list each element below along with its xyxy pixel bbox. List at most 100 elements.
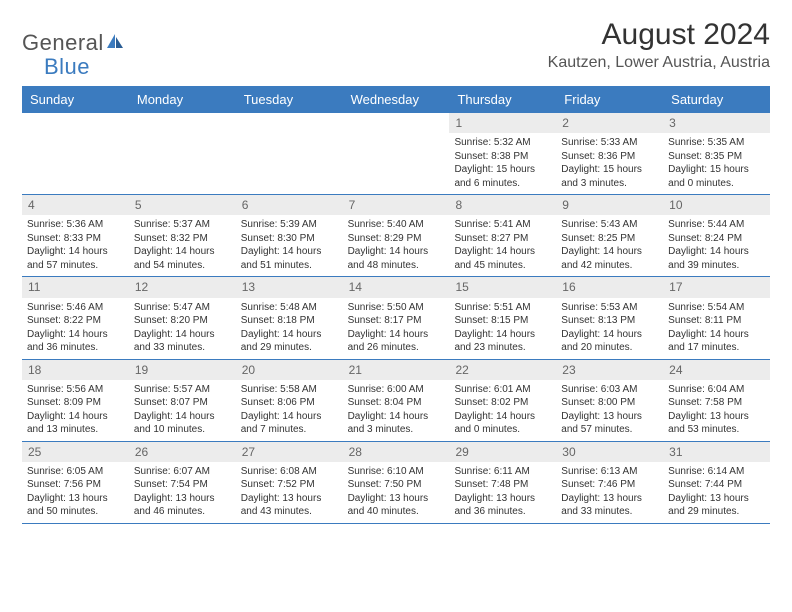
sunset-text: Sunset: 7:50 PM bbox=[348, 478, 445, 492]
day-cell: 14Sunrise: 5:50 AMSunset: 8:17 PMDayligh… bbox=[343, 277, 450, 358]
sunset-text: Sunset: 8:00 PM bbox=[561, 396, 658, 410]
sunset-text: Sunset: 8:33 PM bbox=[27, 232, 124, 246]
sunrise-text: Sunrise: 5:51 AM bbox=[454, 301, 551, 315]
daylight-text: Daylight: 14 hours and 23 minutes. bbox=[454, 328, 551, 355]
day-body: Sunrise: 5:39 AMSunset: 8:30 PMDaylight:… bbox=[236, 215, 343, 276]
day-cell: 2Sunrise: 5:33 AMSunset: 8:36 PMDaylight… bbox=[556, 113, 663, 194]
daylight-text: Daylight: 14 hours and 26 minutes. bbox=[348, 328, 445, 355]
day-number: 27 bbox=[236, 442, 343, 462]
sunrise-text: Sunrise: 5:40 AM bbox=[348, 218, 445, 232]
sunset-text: Sunset: 8:27 PM bbox=[454, 232, 551, 246]
sunrise-text: Sunrise: 5:47 AM bbox=[134, 301, 231, 315]
day-cell: 24Sunrise: 6:04 AMSunset: 7:58 PMDayligh… bbox=[663, 360, 770, 441]
sunset-text: Sunset: 8:20 PM bbox=[134, 314, 231, 328]
day-cell bbox=[236, 113, 343, 194]
day-body: Sunrise: 5:43 AMSunset: 8:25 PMDaylight:… bbox=[556, 215, 663, 276]
day-number: 23 bbox=[556, 360, 663, 380]
day-cell: 21Sunrise: 6:00 AMSunset: 8:04 PMDayligh… bbox=[343, 360, 450, 441]
weekday-header-row: SundayMondayTuesdayWednesdayThursdayFrid… bbox=[22, 88, 770, 113]
day-number: 2 bbox=[556, 113, 663, 133]
week-row: 1Sunrise: 5:32 AMSunset: 8:38 PMDaylight… bbox=[22, 113, 770, 195]
day-number: 28 bbox=[343, 442, 450, 462]
day-body: Sunrise: 5:51 AMSunset: 8:15 PMDaylight:… bbox=[449, 298, 556, 359]
sunrise-text: Sunrise: 5:43 AM bbox=[561, 218, 658, 232]
day-number: 31 bbox=[663, 442, 770, 462]
sunrise-text: Sunrise: 6:00 AM bbox=[348, 383, 445, 397]
sunrise-text: Sunrise: 5:48 AM bbox=[241, 301, 338, 315]
sunrise-text: Sunrise: 6:01 AM bbox=[454, 383, 551, 397]
day-number: 8 bbox=[449, 195, 556, 215]
day-body bbox=[22, 133, 129, 140]
sunrise-text: Sunrise: 6:03 AM bbox=[561, 383, 658, 397]
daylight-text: Daylight: 14 hours and 17 minutes. bbox=[668, 328, 765, 355]
day-body: Sunrise: 6:07 AMSunset: 7:54 PMDaylight:… bbox=[129, 462, 236, 523]
sunrise-text: Sunrise: 5:39 AM bbox=[241, 218, 338, 232]
week-row: 4Sunrise: 5:36 AMSunset: 8:33 PMDaylight… bbox=[22, 195, 770, 277]
day-cell: 9Sunrise: 5:43 AMSunset: 8:25 PMDaylight… bbox=[556, 195, 663, 276]
sunset-text: Sunset: 8:30 PM bbox=[241, 232, 338, 246]
day-number: 16 bbox=[556, 277, 663, 297]
daylight-text: Daylight: 14 hours and 36 minutes. bbox=[27, 328, 124, 355]
day-number: 3 bbox=[663, 113, 770, 133]
sunrise-text: Sunrise: 5:32 AM bbox=[454, 136, 551, 150]
sunset-text: Sunset: 8:29 PM bbox=[348, 232, 445, 246]
daylight-text: Daylight: 14 hours and 0 minutes. bbox=[454, 410, 551, 437]
daylight-text: Daylight: 13 hours and 46 minutes. bbox=[134, 492, 231, 519]
day-number: 10 bbox=[663, 195, 770, 215]
sunrise-text: Sunrise: 6:05 AM bbox=[27, 465, 124, 479]
sunrise-text: Sunrise: 5:50 AM bbox=[348, 301, 445, 315]
daylight-text: Daylight: 14 hours and 13 minutes. bbox=[27, 410, 124, 437]
day-cell: 18Sunrise: 5:56 AMSunset: 8:09 PMDayligh… bbox=[22, 360, 129, 441]
sunrise-text: Sunrise: 5:53 AM bbox=[561, 301, 658, 315]
day-cell: 26Sunrise: 6:07 AMSunset: 7:54 PMDayligh… bbox=[129, 442, 236, 523]
sunset-text: Sunset: 7:56 PM bbox=[27, 478, 124, 492]
week-row: 11Sunrise: 5:46 AMSunset: 8:22 PMDayligh… bbox=[22, 277, 770, 359]
day-number: 24 bbox=[663, 360, 770, 380]
week-row: 25Sunrise: 6:05 AMSunset: 7:56 PMDayligh… bbox=[22, 442, 770, 524]
day-cell: 23Sunrise: 6:03 AMSunset: 8:00 PMDayligh… bbox=[556, 360, 663, 441]
daylight-text: Daylight: 14 hours and 10 minutes. bbox=[134, 410, 231, 437]
day-body: Sunrise: 6:04 AMSunset: 7:58 PMDaylight:… bbox=[663, 380, 770, 441]
day-number: 11 bbox=[22, 277, 129, 297]
sunset-text: Sunset: 8:07 PM bbox=[134, 396, 231, 410]
day-cell: 30Sunrise: 6:13 AMSunset: 7:46 PMDayligh… bbox=[556, 442, 663, 523]
day-body: Sunrise: 5:56 AMSunset: 8:09 PMDaylight:… bbox=[22, 380, 129, 441]
day-body: Sunrise: 5:47 AMSunset: 8:20 PMDaylight:… bbox=[129, 298, 236, 359]
weekday-header: Monday bbox=[129, 88, 236, 113]
day-cell: 7Sunrise: 5:40 AMSunset: 8:29 PMDaylight… bbox=[343, 195, 450, 276]
day-body: Sunrise: 5:37 AMSunset: 8:32 PMDaylight:… bbox=[129, 215, 236, 276]
day-body: Sunrise: 5:35 AMSunset: 8:35 PMDaylight:… bbox=[663, 133, 770, 194]
day-body: Sunrise: 5:53 AMSunset: 8:13 PMDaylight:… bbox=[556, 298, 663, 359]
sunset-text: Sunset: 7:52 PM bbox=[241, 478, 338, 492]
weekday-header: Sunday bbox=[22, 88, 129, 113]
daylight-text: Daylight: 13 hours and 36 minutes. bbox=[454, 492, 551, 519]
day-cell: 28Sunrise: 6:10 AMSunset: 7:50 PMDayligh… bbox=[343, 442, 450, 523]
day-number: 4 bbox=[22, 195, 129, 215]
sunset-text: Sunset: 8:17 PM bbox=[348, 314, 445, 328]
day-cell: 25Sunrise: 6:05 AMSunset: 7:56 PMDayligh… bbox=[22, 442, 129, 523]
day-cell: 27Sunrise: 6:08 AMSunset: 7:52 PMDayligh… bbox=[236, 442, 343, 523]
logo-word1b: General bbox=[22, 30, 104, 56]
day-cell: 1Sunrise: 5:32 AMSunset: 8:38 PMDaylight… bbox=[449, 113, 556, 194]
day-body: Sunrise: 5:40 AMSunset: 8:29 PMDaylight:… bbox=[343, 215, 450, 276]
day-cell: 31Sunrise: 6:14 AMSunset: 7:44 PMDayligh… bbox=[663, 442, 770, 523]
sunset-text: Sunset: 8:25 PM bbox=[561, 232, 658, 246]
daylight-text: Daylight: 14 hours and 20 minutes. bbox=[561, 328, 658, 355]
daylight-text: Daylight: 14 hours and 54 minutes. bbox=[134, 245, 231, 272]
day-cell: 16Sunrise: 5:53 AMSunset: 8:13 PMDayligh… bbox=[556, 277, 663, 358]
sunset-text: Sunset: 8:09 PM bbox=[27, 396, 124, 410]
day-body: Sunrise: 6:03 AMSunset: 8:00 PMDaylight:… bbox=[556, 380, 663, 441]
day-body: Sunrise: 5:50 AMSunset: 8:17 PMDaylight:… bbox=[343, 298, 450, 359]
sunrise-text: Sunrise: 5:58 AM bbox=[241, 383, 338, 397]
day-cell: 22Sunrise: 6:01 AMSunset: 8:02 PMDayligh… bbox=[449, 360, 556, 441]
day-number: 7 bbox=[343, 195, 450, 215]
sunset-text: Sunset: 8:04 PM bbox=[348, 396, 445, 410]
day-cell: 19Sunrise: 5:57 AMSunset: 8:07 PMDayligh… bbox=[129, 360, 236, 441]
sunrise-text: Sunrise: 6:14 AM bbox=[668, 465, 765, 479]
day-body: Sunrise: 6:10 AMSunset: 7:50 PMDaylight:… bbox=[343, 462, 450, 523]
daylight-text: Daylight: 13 hours and 57 minutes. bbox=[561, 410, 658, 437]
day-number: 12 bbox=[129, 277, 236, 297]
day-cell: 5Sunrise: 5:37 AMSunset: 8:32 PMDaylight… bbox=[129, 195, 236, 276]
day-cell: 3Sunrise: 5:35 AMSunset: 8:35 PMDaylight… bbox=[663, 113, 770, 194]
title-block: August 2024 Kautzen, Lower Austria, Aust… bbox=[548, 18, 770, 72]
